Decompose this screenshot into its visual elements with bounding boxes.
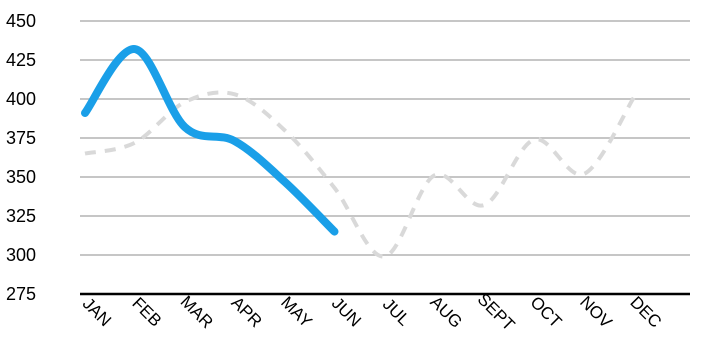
x-axis: JAN FEB MAR APR MAY JUN JUL AUG SEPT OCT NOV DEC (79, 290, 690, 335)
x-tick-label: APR (228, 293, 266, 331)
x-tick-label: JUN (328, 294, 365, 331)
y-tick-label: 425 (6, 50, 36, 70)
x-tick-label: AUG (426, 292, 465, 331)
y-tick-label: 350 (6, 167, 36, 187)
x-tick-label: OCT (527, 293, 566, 332)
x-tick-label: SEPT (474, 290, 519, 335)
y-tick-label: 450 (6, 11, 36, 31)
y-axis-tick-labels: 275 300 325 350 375 400 425 450 (6, 11, 36, 304)
x-tick-label: FEB (128, 294, 165, 331)
y-tick-label: 325 (6, 206, 36, 226)
y-tick-label: 300 (6, 245, 36, 265)
x-tick-label: JUL (379, 295, 414, 330)
x-tick-label: MAR (177, 292, 217, 332)
x-tick-label: JAN (79, 294, 115, 330)
y-tick-label: 275 (6, 284, 36, 304)
x-tick-label: DEC (626, 293, 665, 332)
series-lines (81, 45, 636, 259)
y-tick-label: 375 (6, 128, 36, 148)
y-tick-label: 400 (6, 89, 36, 109)
gridlines (80, 20, 690, 256)
x-tick-label: MAY (277, 293, 316, 332)
x-tick-label: NOV (576, 292, 616, 332)
series-line-solid (81, 45, 339, 236)
series-line-dashed (84, 90, 636, 259)
